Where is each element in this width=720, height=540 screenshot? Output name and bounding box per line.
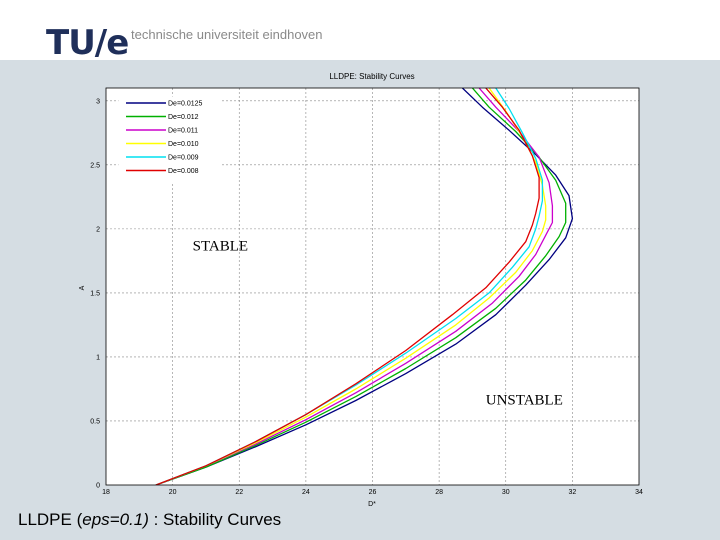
x-axis-label: D*	[368, 501, 376, 508]
slide-header: TU/e technische universiteit eindhoven	[0, 0, 720, 60]
series-lines	[155, 88, 574, 485]
y-tick-label: 2.5	[90, 162, 100, 169]
x-tick-label: 24	[302, 489, 310, 496]
y-tick-label: 1.5	[90, 290, 100, 297]
legend-box	[118, 96, 222, 184]
annotation-label: UNSTABLE	[486, 392, 563, 408]
university-name: technische universiteit eindhoven	[131, 27, 323, 42]
x-tick-label: 20	[169, 489, 177, 496]
annotation-label: STABLE	[193, 239, 248, 255]
legend: De=0.0125 De=0.012 De=0.011 De=0.010 De=0.00…	[118, 96, 222, 184]
x-tick-label: 34	[635, 489, 643, 496]
plot-frame	[105, 87, 640, 486]
y-tick-label: 1	[96, 354, 100, 361]
annotations: STABLE UNSTABLE	[193, 239, 563, 409]
legend-label: De=0.0125	[168, 101, 203, 108]
slide-body: 18 20 22 24 26 28 30 32 34 0 0.5 1 1.5 2 2.5 3 De=0.012…	[0, 60, 720, 540]
y-tick-label: 3	[96, 98, 100, 105]
stability-chart: 18 20 22 24 26 28 30 32 34 0 0.5 1 1.5 2 2.5 3 De=0.012…	[0, 60, 720, 540]
x-tick-label: 32	[568, 489, 576, 496]
axis-ticks: 18 20 22 24 26 28 30 32 34 0 0.5 1 1.5 2 2.5 3	[90, 98, 643, 496]
legend-label: De=0.012	[168, 114, 199, 121]
legend-label: De=0.008	[168, 168, 199, 175]
legend-label: De=0.011	[168, 128, 198, 135]
y-axis-label: A	[79, 285, 86, 290]
y-tick-label: 2	[96, 226, 100, 233]
x-tick-label: 26	[369, 489, 377, 496]
x-tick-label: 18	[102, 489, 110, 496]
legend-label: De=0.009	[168, 155, 199, 162]
slide-title: LLDPE (eps=0.1) : Stability Curves	[18, 510, 282, 529]
x-tick-label: 28	[435, 489, 443, 496]
y-tick-label: 0.5	[90, 418, 100, 425]
legend-label: De=0.010	[168, 141, 199, 148]
x-tick-label: 30	[502, 489, 510, 496]
y-tick-label: 0	[96, 483, 100, 490]
series-line	[155, 88, 554, 485]
x-tick-label: 22	[235, 489, 243, 496]
chart-title: LLDPE: Stability Curves	[329, 72, 414, 81]
tue-logo: TU/e	[46, 23, 129, 63]
series-line	[155, 88, 540, 485]
